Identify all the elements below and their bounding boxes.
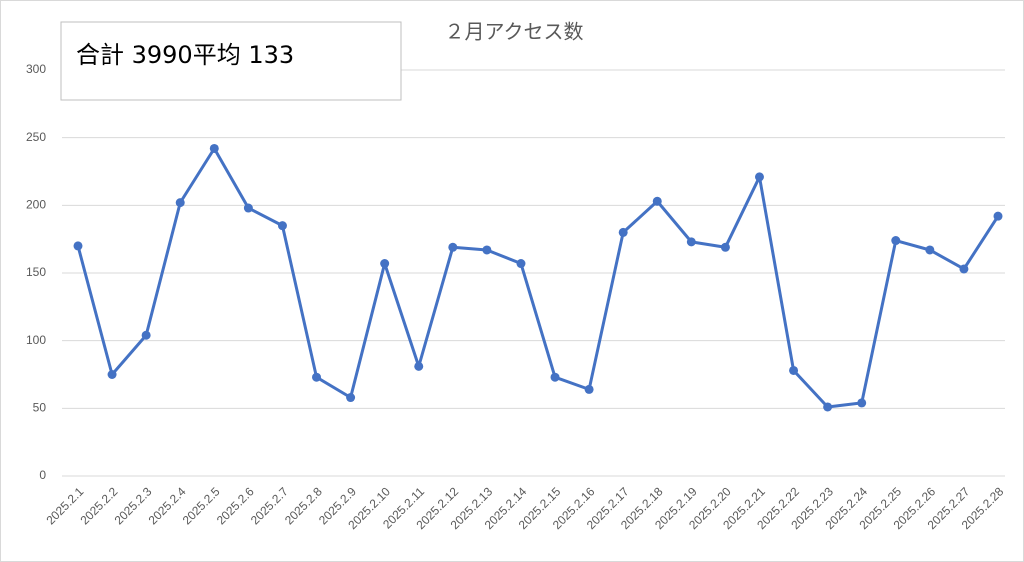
marker — [550, 372, 560, 382]
marker — [209, 143, 219, 153]
y-tick-label: 50 — [33, 401, 47, 415]
marker — [754, 172, 764, 182]
marker — [857, 398, 867, 408]
marker — [618, 227, 628, 237]
marker — [141, 330, 151, 340]
marker — [584, 384, 594, 394]
line — [76, 146, 1000, 409]
marker — [686, 237, 696, 247]
marker — [891, 236, 901, 246]
marker — [277, 221, 287, 231]
y-tick-label: 300 — [26, 62, 46, 76]
marker — [243, 203, 253, 213]
y-tick-label: 200 — [26, 198, 46, 212]
marker — [823, 402, 833, 412]
marker — [720, 242, 730, 252]
chart-title: ２月アクセス数 — [445, 20, 584, 44]
marker — [959, 264, 969, 274]
marker — [652, 196, 662, 206]
marker — [107, 370, 117, 379]
y-tick-label: 0 — [39, 468, 46, 482]
marker — [993, 211, 1003, 221]
marker — [925, 245, 935, 255]
y-tick-label: 150 — [26, 265, 46, 279]
annotation: 合計 3990平均 133 — [76, 41, 294, 69]
marker — [482, 245, 492, 255]
marker — [175, 198, 185, 208]
marker — [312, 372, 322, 382]
y-tick-label: 100 — [26, 333, 46, 347]
annotation-box — [60, 21, 402, 101]
marker — [448, 242, 458, 252]
marker — [346, 393, 356, 403]
marker — [516, 259, 526, 269]
marker — [414, 361, 424, 371]
marker — [789, 365, 799, 375]
y-tick-label: 250 — [26, 130, 46, 144]
marker — [73, 241, 83, 251]
marker — [380, 259, 390, 269]
